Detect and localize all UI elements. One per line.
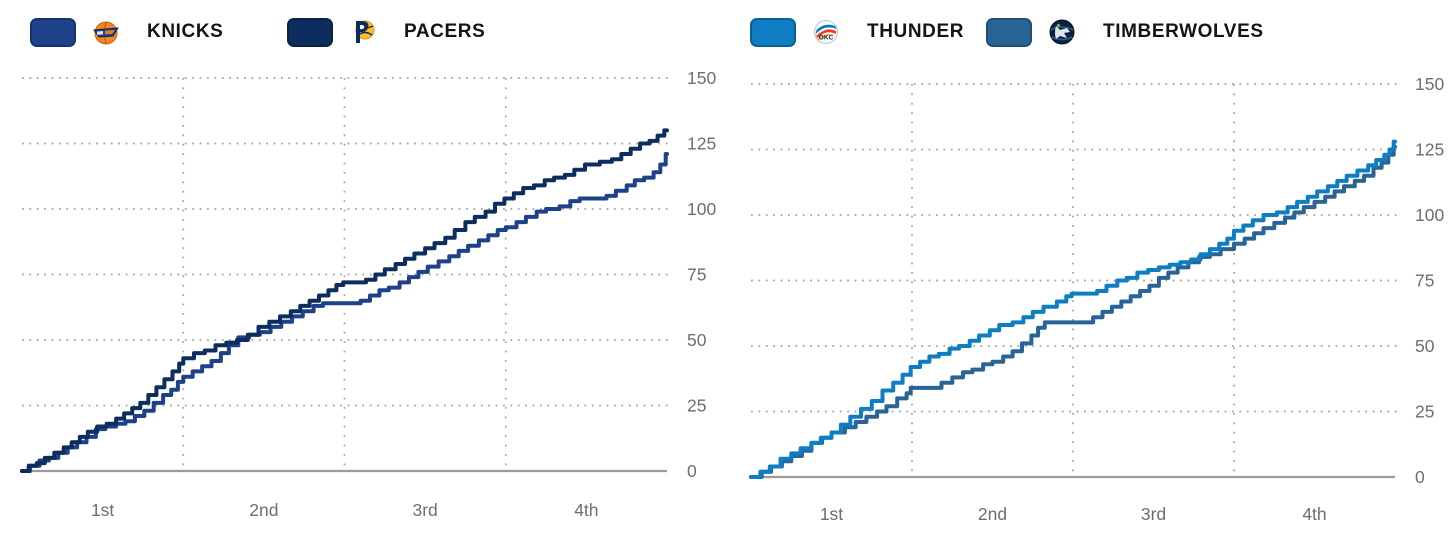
x-tick-label-1st: 1st [91,500,114,520]
y-tick-label-100: 100 [687,199,716,219]
y-tick-label-100: 100 [1415,205,1444,225]
y-tick-label-0: 0 [1415,467,1425,487]
legend-entry-thunder: OKC THUNDER [750,15,964,49]
score-line-knicks [20,152,669,473]
y-tick-label-125: 125 [687,134,716,154]
y-tick-label-150: 150 [1415,74,1444,94]
score-line-timberwolves [749,144,1397,479]
legend-entry-knicks: KNICKS [30,15,223,49]
chart-panel-thunder-timberwolves: OKC THUNDER TIMBERWOLVES 0 25 50 75 100 125 15… [728,0,1456,538]
pacers-color-swatch [287,17,333,47]
x-tick-label-2nd: 2nd [978,504,1007,524]
chart-panel-knicks-pacers: KNICKS PACERS 0 25 50 75 100 125 150 1st 2nd 3rd 4… [20,15,716,520]
y-tick-label-25: 25 [1415,402,1434,422]
legend-entry-timberwolves: TIMBERWOLVES [986,15,1264,49]
x-tick-label-1st: 1st [820,504,843,524]
y-tick-label-50: 50 [1415,336,1435,356]
knicks-logo [91,17,121,47]
y-tick-label-150: 150 [687,68,716,88]
thunder-timberwolves-score-chart: 0 25 50 75 100 125 150 1st 2nd 3rd 4th [749,74,1444,524]
legend-label-thunder: THUNDER [867,21,965,42]
x-tick-label-4th: 4th [574,500,598,520]
pacers-logo [348,17,378,47]
svg-text:OKC: OKC [819,35,834,42]
x-tick-label-3rd: 3rd [412,500,437,520]
score-line-thunder [749,139,1397,479]
y-tick-label-75: 75 [687,265,706,285]
y-tick-label-50: 50 [687,330,707,350]
knicks-pacers-score-chart: 0 25 50 75 100 125 150 1st 2nd 3rd 4th [20,68,716,520]
knicks-color-swatch [30,17,76,47]
timberwolves-logo [1047,17,1077,47]
y-tick-label-75: 75 [1415,271,1434,291]
x-tick-label-4th: 4th [1302,504,1326,524]
y-tick-label-125: 125 [1415,140,1444,160]
timberwolves-color-swatch [986,17,1032,47]
y-tick-label-0: 0 [687,461,697,481]
thunder-logo: OKC [811,17,841,47]
y-tick-label-25: 25 [687,396,706,416]
legend-label-pacers: PACERS [404,21,486,42]
thunder-color-swatch [750,17,796,47]
legend-label-knicks: KNICKS [147,21,224,42]
legend-entry-pacers: PACERS [287,15,485,49]
x-tick-label-2nd: 2nd [249,500,278,520]
score-line-pacers [20,128,669,473]
x-tick-label-3rd: 3rd [1141,504,1166,524]
legend-label-timberwolves: TIMBERWOLVES [1103,21,1264,42]
